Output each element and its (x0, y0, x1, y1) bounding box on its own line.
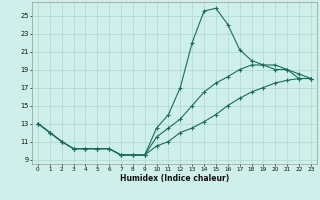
X-axis label: Humidex (Indice chaleur): Humidex (Indice chaleur) (120, 174, 229, 183)
